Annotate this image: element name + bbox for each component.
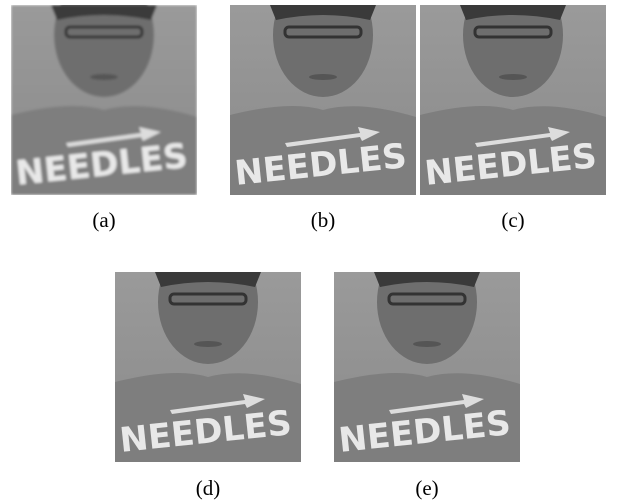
panel-caption: (e) xyxy=(415,476,438,500)
panel-caption: (d) xyxy=(196,476,221,500)
panel-caption: (a) xyxy=(92,208,115,232)
mouth xyxy=(309,74,337,80)
mouth xyxy=(413,341,441,347)
panel-image: NEEDLES xyxy=(11,0,197,195)
panel-image: NEEDLES xyxy=(420,0,606,195)
panel-image: NEEDLES xyxy=(334,240,520,462)
panel-image: NEEDLES xyxy=(230,0,416,195)
panel-image: NEEDLES xyxy=(115,240,301,462)
photo: NEEDLES xyxy=(334,240,520,462)
mouth xyxy=(194,341,222,347)
panel-caption: (c) xyxy=(501,208,524,232)
panel-caption: (b) xyxy=(311,208,336,232)
mouth xyxy=(499,74,527,80)
photo: NEEDLES xyxy=(230,0,416,195)
mouth xyxy=(90,74,118,80)
photo: NEEDLES xyxy=(11,0,197,195)
photo: NEEDLES xyxy=(420,0,606,195)
photo: NEEDLES xyxy=(115,240,301,462)
figure: NEEDLES(a)NEEDLES(b)NEEDLES(c)NEEDLES(d)… xyxy=(0,0,637,500)
